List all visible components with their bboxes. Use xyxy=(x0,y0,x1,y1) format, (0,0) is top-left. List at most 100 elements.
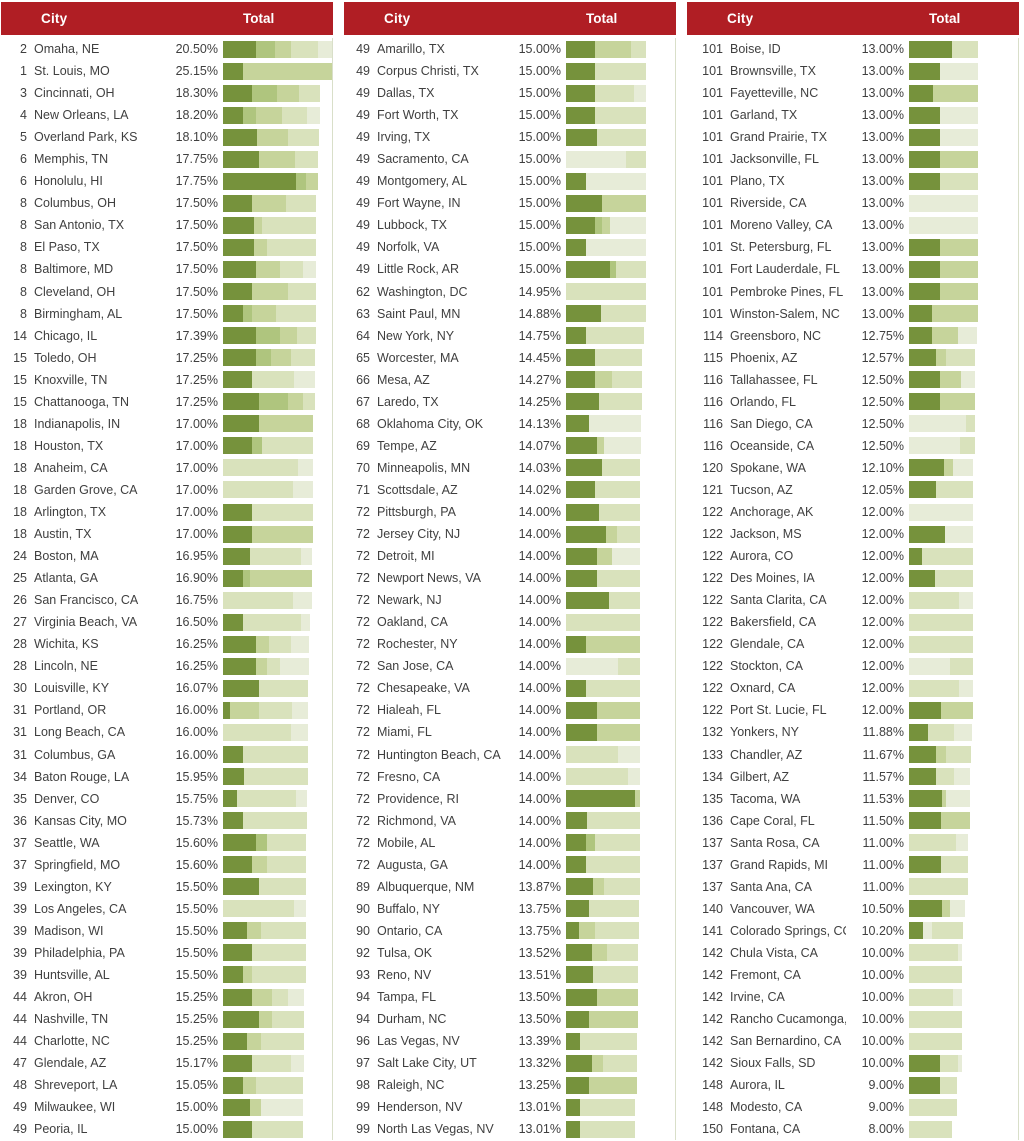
table-row[interactable]: 3 Cincinnati, OH 18.30% xyxy=(1,82,332,104)
table-row[interactable]: 72 Jersey City, NJ 14.00% xyxy=(344,523,675,545)
table-row[interactable]: 8 El Paso, TX 17.50% xyxy=(1,236,332,258)
table-row[interactable]: 36 Kansas City, MO 15.73% xyxy=(1,810,332,832)
table-row[interactable]: 101 Jacksonville, FL 13.00% xyxy=(687,148,1018,170)
table-row[interactable]: 14 Chicago, IL 17.39% xyxy=(1,325,332,347)
table-row[interactable]: 49 Corpus Christi, TX 15.00% xyxy=(344,60,675,82)
table-row[interactable]: 132 Yonkers, NY 11.88% xyxy=(687,721,1018,743)
table-row[interactable]: 8 Columbus, OH 17.50% xyxy=(1,192,332,214)
table-row[interactable]: 72 Huntington Beach, CA 14.00% xyxy=(344,744,675,766)
table-row[interactable]: 31 Long Beach, CA 16.00% xyxy=(1,721,332,743)
table-row[interactable]: 49 Fort Worth, TX 15.00% xyxy=(344,104,675,126)
table-row[interactable]: 30 Louisville, KY 16.07% xyxy=(1,677,332,699)
table-row[interactable]: 122 Glendale, CA 12.00% xyxy=(687,633,1018,655)
table-row[interactable]: 101 Garland, TX 13.00% xyxy=(687,104,1018,126)
table-row[interactable]: 18 Austin, TX 17.00% xyxy=(1,523,332,545)
table-row[interactable]: 37 Seattle, WA 15.60% xyxy=(1,832,332,854)
table-row[interactable]: 98 Raleigh, NC 13.25% xyxy=(344,1074,675,1096)
table-row[interactable]: 39 Madison, WI 15.50% xyxy=(1,920,332,942)
table-row[interactable]: 122 Jackson, MS 12.00% xyxy=(687,523,1018,545)
table-row[interactable]: 101 Moreno Valley, CA 13.00% xyxy=(687,214,1018,236)
table-row[interactable]: 49 Dallas, TX 15.00% xyxy=(344,82,675,104)
table-row[interactable]: 44 Akron, OH 15.25% xyxy=(1,986,332,1008)
table-row[interactable]: 72 Chesapeake, VA 14.00% xyxy=(344,677,675,699)
table-row[interactable]: 90 Ontario, CA 13.75% xyxy=(344,920,675,942)
table-row[interactable]: 116 Oceanside, CA 12.50% xyxy=(687,435,1018,457)
table-row[interactable]: 49 Peoria, IL 15.00% xyxy=(1,1118,332,1140)
table-row[interactable]: 101 Boise, ID 13.00% xyxy=(687,38,1018,60)
table-row[interactable]: 18 Houston, TX 17.00% xyxy=(1,435,332,457)
column-header-city[interactable]: City xyxy=(727,11,754,26)
table-row[interactable]: 101 Winston-Salem, NC 13.00% xyxy=(687,303,1018,325)
table-row[interactable]: 122 Santa Clarita, CA 12.00% xyxy=(687,589,1018,611)
table-row[interactable]: 31 Columbus, GA 16.00% xyxy=(1,744,332,766)
table-row[interactable]: 137 Santa Rosa, CA 11.00% xyxy=(687,832,1018,854)
table-row[interactable]: 44 Charlotte, NC 15.25% xyxy=(1,1030,332,1052)
table-row[interactable]: 121 Tucson, AZ 12.05% xyxy=(687,479,1018,501)
table-row[interactable]: 24 Boston, MA 16.95% xyxy=(1,545,332,567)
table-row[interactable]: 97 Salt Lake City, UT 13.32% xyxy=(344,1052,675,1074)
table-row[interactable]: 101 St. Petersburg, FL 13.00% xyxy=(687,236,1018,258)
table-row[interactable]: 142 Irvine, CA 10.00% xyxy=(687,986,1018,1008)
table-row[interactable]: 115 Phoenix, AZ 12.57% xyxy=(687,347,1018,369)
table-row[interactable]: 49 Amarillo, TX 15.00% xyxy=(344,38,675,60)
table-row[interactable]: 142 Sioux Falls, SD 10.00% xyxy=(687,1052,1018,1074)
table-row[interactable]: 35 Denver, CO 15.75% xyxy=(1,788,332,810)
table-row[interactable]: 18 Arlington, TX 17.00% xyxy=(1,501,332,523)
table-row[interactable]: 64 New York, NY 14.75% xyxy=(344,325,675,347)
table-row[interactable]: 71 Scottsdale, AZ 14.02% xyxy=(344,479,675,501)
table-row[interactable]: 150 Fontana, CA 8.00% xyxy=(687,1118,1018,1140)
table-row[interactable]: 67 Laredo, TX 14.25% xyxy=(344,391,675,413)
table-row[interactable]: 72 Oakland, CA 14.00% xyxy=(344,611,675,633)
table-row[interactable]: 122 Stockton, CA 12.00% xyxy=(687,655,1018,677)
table-row[interactable]: 134 Gilbert, AZ 11.57% xyxy=(687,766,1018,788)
table-row[interactable]: 72 Detroit, MI 14.00% xyxy=(344,545,675,567)
table-row[interactable]: 72 Newark, NJ 14.00% xyxy=(344,589,675,611)
table-row[interactable]: 101 Pembroke Pines, FL 13.00% xyxy=(687,281,1018,303)
table-row[interactable]: 101 Grand Prairie, TX 13.00% xyxy=(687,126,1018,148)
table-row[interactable]: 39 Los Angeles, CA 15.50% xyxy=(1,898,332,920)
table-row[interactable]: 2 Omaha, NE 20.50% xyxy=(1,38,332,60)
table-row[interactable]: 49 Fort Wayne, IN 15.00% xyxy=(344,192,675,214)
table-row[interactable]: 122 Des Moines, IA 12.00% xyxy=(687,567,1018,589)
table-row[interactable]: 72 Augusta, GA 14.00% xyxy=(344,854,675,876)
table-row[interactable]: 8 Cleveland, OH 17.50% xyxy=(1,281,332,303)
table-row[interactable]: 114 Greensboro, NC 12.75% xyxy=(687,325,1018,347)
table-row[interactable]: 63 Saint Paul, MN 14.88% xyxy=(344,303,675,325)
table-row[interactable]: 101 Riverside, CA 13.00% xyxy=(687,192,1018,214)
table-row[interactable]: 39 Philadelphia, PA 15.50% xyxy=(1,942,332,964)
table-row[interactable]: 72 Pittsburgh, PA 14.00% xyxy=(344,501,675,523)
table-row[interactable]: 44 Nashville, TN 15.25% xyxy=(1,1008,332,1030)
table-row[interactable]: 18 Indianapolis, IN 17.00% xyxy=(1,413,332,435)
table-row[interactable]: 142 Chula Vista, CA 10.00% xyxy=(687,942,1018,964)
column-header-city[interactable]: City xyxy=(384,11,411,26)
table-row[interactable]: 6 Honolulu, HI 17.75% xyxy=(1,170,332,192)
table-row[interactable]: 15 Knoxville, TN 17.25% xyxy=(1,369,332,391)
table-row[interactable]: 101 Plano, TX 13.00% xyxy=(687,170,1018,192)
table-row[interactable]: 72 Mobile, AL 14.00% xyxy=(344,832,675,854)
table-row[interactable]: 26 San Francisco, CA 16.75% xyxy=(1,589,332,611)
table-row[interactable]: 135 Tacoma, WA 11.53% xyxy=(687,788,1018,810)
table-row[interactable]: 101 Fayetteville, NC 13.00% xyxy=(687,82,1018,104)
table-row[interactable]: 15 Chattanooga, TN 17.25% xyxy=(1,391,332,413)
table-row[interactable]: 31 Portland, OR 16.00% xyxy=(1,699,332,721)
table-row[interactable]: 8 Baltimore, MD 17.50% xyxy=(1,258,332,280)
table-row[interactable]: 72 Newport News, VA 14.00% xyxy=(344,567,675,589)
table-row[interactable]: 136 Cape Coral, FL 11.50% xyxy=(687,810,1018,832)
table-row[interactable]: 99 Henderson, NV 13.01% xyxy=(344,1096,675,1118)
table-row[interactable]: 133 Chandler, AZ 11.67% xyxy=(687,744,1018,766)
table-row[interactable]: 49 Irving, TX 15.00% xyxy=(344,126,675,148)
table-row[interactable]: 28 Wichita, KS 16.25% xyxy=(1,633,332,655)
table-row[interactable]: 137 Santa Ana, CA 11.00% xyxy=(687,876,1018,898)
table-row[interactable]: 65 Worcester, MA 14.45% xyxy=(344,347,675,369)
table-row[interactable]: 69 Tempe, AZ 14.07% xyxy=(344,435,675,457)
table-row[interactable]: 28 Lincoln, NE 16.25% xyxy=(1,655,332,677)
table-row[interactable]: 148 Modesto, CA 9.00% xyxy=(687,1096,1018,1118)
table-row[interactable]: 90 Buffalo, NY 13.75% xyxy=(344,898,675,920)
table-row[interactable]: 34 Baton Rouge, LA 15.95% xyxy=(1,766,332,788)
table-row[interactable]: 101 Brownsville, TX 13.00% xyxy=(687,60,1018,82)
table-row[interactable]: 116 Orlando, FL 12.50% xyxy=(687,391,1018,413)
table-row[interactable]: 142 Rancho Cucamonga, CA 10.00% xyxy=(687,1008,1018,1030)
table-row[interactable]: 93 Reno, NV 13.51% xyxy=(344,964,675,986)
table-row[interactable]: 120 Spokane, WA 12.10% xyxy=(687,457,1018,479)
table-row[interactable]: 140 Vancouver, WA 10.50% xyxy=(687,898,1018,920)
